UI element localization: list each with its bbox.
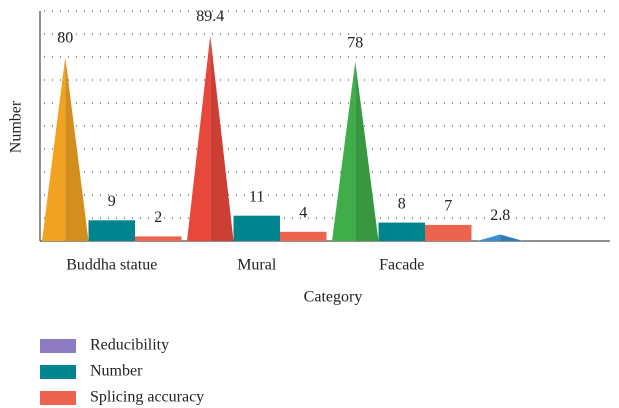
legend-swatch <box>40 339 76 353</box>
x-tick-label: Facade <box>379 257 424 274</box>
bar <box>280 231 327 241</box>
x-axis-label: Category <box>304 289 363 306</box>
cone <box>332 61 379 241</box>
bar <box>378 222 425 241</box>
x-tick-label: Buddha statue <box>66 257 157 274</box>
bar <box>425 224 472 241</box>
legend-label: Number <box>90 363 143 380</box>
y-axis-label: Number <box>8 100 25 153</box>
legend-label: Splicing accuracy <box>90 389 204 406</box>
value-label: 2.8 <box>490 207 510 224</box>
cone <box>42 57 89 241</box>
value-label: 4 <box>299 204 307 221</box>
value-label: 80 <box>57 30 73 47</box>
value-label: 8 <box>398 195 406 212</box>
value-label: 11 <box>249 188 264 205</box>
legend-swatch <box>40 365 76 379</box>
value-label: 2 <box>154 209 162 226</box>
bar <box>135 236 182 241</box>
value-label: 89.4 <box>196 8 224 25</box>
bar <box>233 215 280 241</box>
value-label: 78 <box>347 34 363 51</box>
cone <box>477 234 524 241</box>
legend-swatch <box>40 391 76 405</box>
bar <box>88 220 135 241</box>
cone <box>187 35 234 241</box>
value-label: 7 <box>444 198 452 215</box>
legend-label: Reducibility <box>90 337 169 354</box>
x-tick-label: Mural <box>237 257 277 274</box>
value-label: 9 <box>108 193 116 210</box>
